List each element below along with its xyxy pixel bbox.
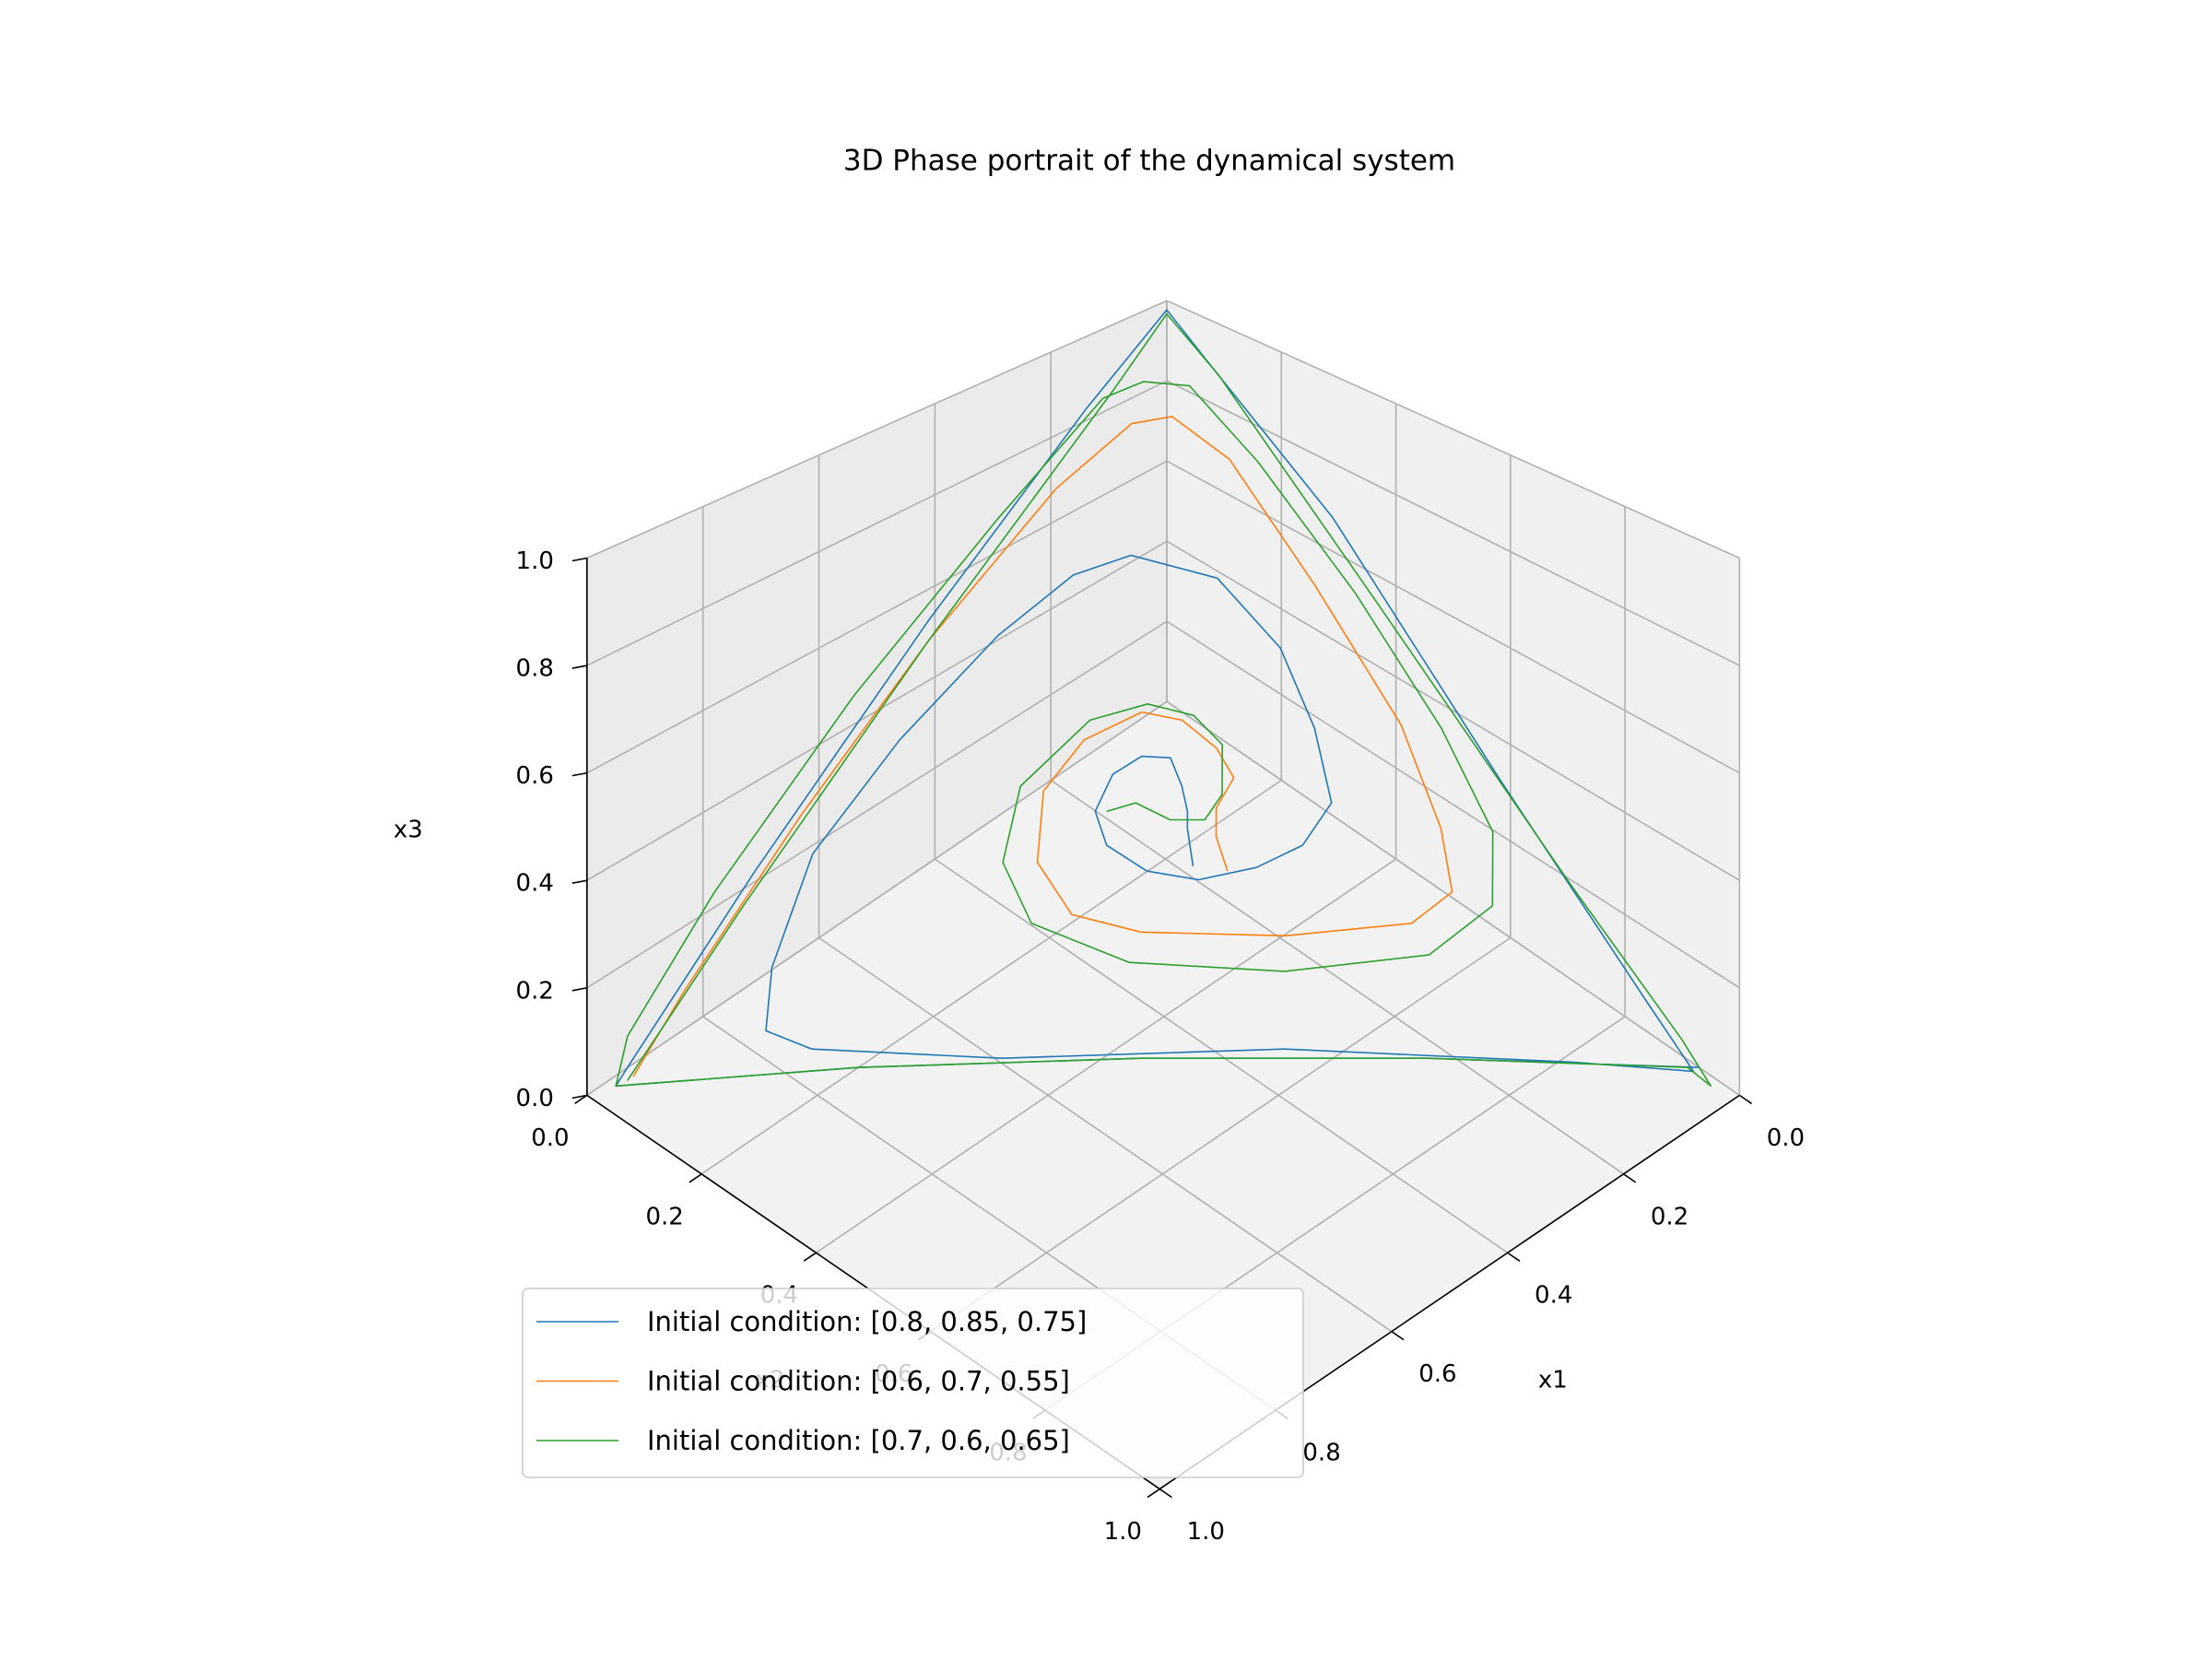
grid-line [700, 779, 1282, 1175]
grid-line [1166, 300, 1740, 559]
z-tick-label: 0.8 [516, 655, 554, 683]
grid-line [815, 858, 1397, 1253]
legend-label: Initial condition: [0.7, 0.6, 0.65] [647, 1425, 1070, 1456]
z-tick-label: 0.2 [516, 977, 554, 1005]
tick-mark [1147, 1488, 1160, 1499]
grid-line [1166, 540, 1740, 881]
x-axis-label: x1 [1538, 1366, 1568, 1394]
z-tick-label: 0.0 [516, 1085, 554, 1112]
tick-mark [803, 1252, 817, 1262]
tick-mark [574, 1094, 588, 1105]
tick-mark [1623, 1173, 1637, 1183]
z-axis-label: x3 [394, 816, 423, 843]
grid-line [1050, 779, 1625, 1175]
trajectory [632, 416, 1453, 1077]
tick-mark [571, 665, 588, 669]
x-tick-label: 0.0 [1767, 1124, 1805, 1152]
grid-line [930, 936, 1512, 1333]
tick-mark [1159, 1488, 1172, 1499]
tick-mark [1738, 1094, 1753, 1105]
z-tick-label: 0.6 [516, 762, 554, 790]
grid-line [818, 936, 1393, 1333]
legend: Initial condition: [0.8, 0.85, 0.75] Init… [522, 1288, 1304, 1478]
tick-mark [571, 879, 588, 885]
grid-line [1166, 620, 1740, 989]
legend-box [522, 1288, 1304, 1478]
tick-mark [571, 771, 588, 777]
chart-title: 3D Phase portrait of the dynamical syste… [843, 145, 1455, 178]
grid-line [586, 300, 1168, 559]
tick-mark [571, 986, 588, 992]
z-tick-label: 0.4 [516, 870, 554, 898]
y-tick-label: 0.2 [645, 1203, 683, 1230]
trajectory [615, 312, 1712, 1088]
x-tick-label: 0.6 [1418, 1360, 1456, 1388]
x-tick-label: 0.4 [1535, 1282, 1572, 1310]
grid-line [586, 620, 1168, 989]
tick-mark [688, 1173, 702, 1183]
grid-line [1166, 460, 1740, 774]
tick-mark [571, 557, 588, 562]
tick-mark [1507, 1252, 1521, 1262]
grid-line [1166, 380, 1740, 666]
legend-label: Initial condition: [0.6, 0.7, 0.55] [647, 1366, 1070, 1397]
grid-line [586, 380, 1168, 666]
grid-line [586, 460, 1168, 774]
tick-mark [571, 1094, 588, 1100]
grid-line [586, 700, 1168, 1097]
x-tick-label: 0.8 [1302, 1440, 1340, 1467]
y-tick-label: 1.0 [1104, 1518, 1142, 1546]
trajectory [615, 309, 1700, 1088]
z-tick-label: 1.0 [516, 547, 554, 575]
grid-line [1166, 700, 1740, 1097]
y-tick-label: 0.0 [531, 1124, 569, 1152]
grid-line [934, 858, 1509, 1253]
x-tick-label: 1.0 [1187, 1518, 1225, 1546]
tick-mark [1391, 1331, 1405, 1341]
x-tick-label: 0.2 [1651, 1203, 1688, 1230]
legend-label: Initial condition: [0.8, 0.85, 0.75] [647, 1306, 1087, 1337]
